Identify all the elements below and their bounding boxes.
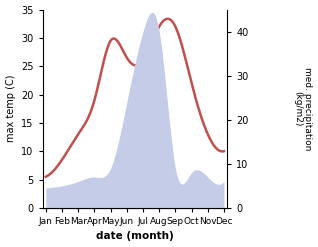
Y-axis label: max temp (C): max temp (C): [5, 75, 16, 143]
X-axis label: date (month): date (month): [96, 231, 174, 242]
Y-axis label: med. precipitation
(kg/m2): med. precipitation (kg/m2): [293, 67, 313, 150]
